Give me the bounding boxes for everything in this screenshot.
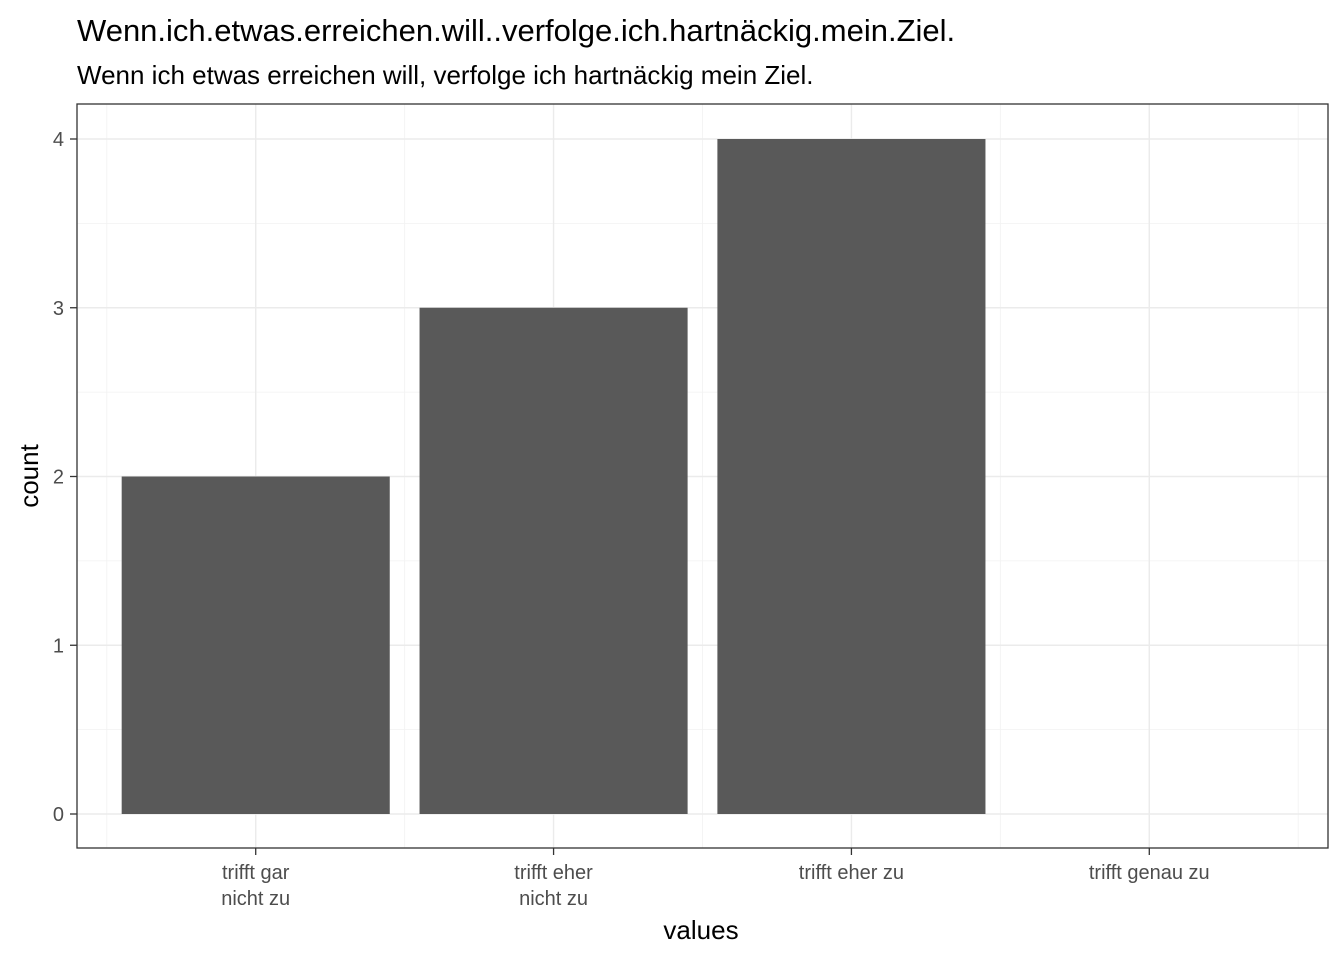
- y-tick-label: 0: [53, 804, 64, 826]
- x-tick-label: trifft eher nicht zu: [514, 862, 593, 910]
- bars-group: [121, 139, 986, 814]
- chart-title: Wenn.ich.etwas.erreichen.will..verfolge.…: [77, 13, 955, 48]
- x-tick-label: trifft genau zu: [1089, 862, 1210, 884]
- y-axis-title: count: [14, 443, 44, 507]
- bar: [717, 139, 986, 814]
- chart-subtitle: Wenn ich etwas erreichen will, verfolge …: [77, 60, 814, 90]
- y-tick-label: 4: [53, 129, 64, 151]
- bar: [419, 307, 688, 814]
- x-tick-label: trifft eher zu: [799, 862, 904, 884]
- y-tick-label: 2: [53, 467, 64, 489]
- y-tick-label: 1: [53, 635, 64, 657]
- bar: [121, 476, 390, 814]
- y-axis: 0 1 2 3 4: [53, 129, 77, 826]
- y-tick-label: 3: [53, 298, 64, 320]
- x-tick-label: trifft gar nicht zu: [221, 862, 290, 910]
- x-axis: trifft gar nicht zu trifft eher nicht zu tri…: [221, 848, 1210, 910]
- x-axis-title: values: [663, 915, 738, 945]
